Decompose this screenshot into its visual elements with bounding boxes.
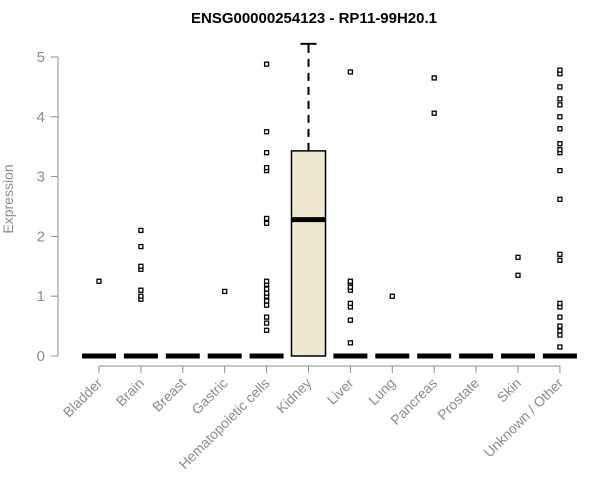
y-axis-label: Expression (0, 164, 16, 233)
outlier-point (557, 344, 563, 350)
outlier-point (263, 215, 270, 222)
outlier-point (263, 314, 270, 320)
x-tick-label: Breast (149, 375, 189, 415)
x-tick-label: Unknown / Other (480, 375, 566, 461)
outlier-point (263, 286, 270, 292)
y-tick-label: 3 (37, 169, 45, 186)
x-tick-label: Liver (324, 375, 357, 408)
x-tick-label: Brain (113, 375, 147, 409)
outlier-point (557, 251, 563, 257)
outlier-point (557, 141, 563, 147)
outlier-point (138, 287, 144, 293)
outlier-point (263, 290, 270, 296)
outlier-point (138, 293, 144, 299)
outlier-point (96, 278, 102, 284)
outlier-point (557, 102, 563, 108)
outlier-point (389, 293, 395, 299)
outlier-point (263, 220, 270, 226)
box-group (249, 61, 284, 359)
outlier-point (263, 164, 270, 171)
chart-title: ENSG00000254123 - RP11-99H20.1 (191, 10, 437, 27)
x-tick-label: Lung (365, 375, 398, 408)
outlier-point (263, 61, 270, 67)
outlier-point (347, 278, 354, 284)
y-tick-label: 5 (37, 49, 45, 66)
y-tick-label: 2 (37, 228, 45, 245)
outlier-point (557, 257, 563, 263)
outlier-point (431, 75, 437, 81)
x-tick-label: Bladder (60, 375, 106, 421)
outlier-point (557, 67, 563, 73)
y-tick-label: 4 (37, 109, 45, 126)
outlier-point (347, 69, 354, 75)
outlier-point (263, 298, 270, 304)
box-group (290, 42, 327, 357)
outlier-point (557, 196, 563, 202)
outlier-point (557, 332, 563, 338)
outlier-point (557, 147, 563, 153)
outlier-point (515, 254, 521, 260)
outlier-point (557, 84, 563, 90)
outlier-point (263, 320, 270, 326)
box-group (501, 254, 535, 359)
outlier-point (557, 328, 563, 334)
plot-area (82, 42, 577, 359)
outlier-point (263, 150, 270, 156)
x-tick-label: Prostate (434, 375, 482, 423)
outlier-point (347, 317, 354, 323)
outlier-point (515, 272, 521, 278)
outlier-point (222, 288, 228, 295)
box-group (542, 67, 577, 359)
box-group (207, 288, 242, 359)
box-group (375, 293, 410, 359)
outlier-point (347, 284, 354, 290)
outlier-point (557, 167, 563, 174)
x-tick-label: Pancreas (387, 375, 440, 428)
outlier-point (263, 129, 270, 135)
box-group (82, 278, 116, 359)
outlier-point (557, 114, 563, 120)
outlier-point (557, 323, 563, 329)
outlier-point (263, 278, 270, 284)
outlier-point (557, 126, 563, 132)
outlier-point (557, 300, 563, 307)
box-group (417, 75, 452, 359)
outlier-point (347, 300, 354, 307)
y-tick-label: 1 (37, 288, 45, 305)
outlier-point (557, 314, 563, 320)
outlier-point (138, 243, 144, 250)
box (290, 150, 327, 357)
x-tick-label: Kidney (273, 375, 315, 417)
outlier-point (557, 96, 563, 102)
y-axis: 0 1 2 3 4 5 (37, 49, 59, 365)
y-tick-label: 0 (37, 348, 45, 365)
box-group (333, 69, 368, 359)
x-tick-label: Skin (494, 375, 525, 406)
outlier-point (431, 110, 437, 116)
outlier-point (263, 302, 270, 308)
outlier-point (138, 227, 144, 234)
box-group (123, 227, 158, 359)
outlier-point (263, 327, 270, 333)
outlier-point (347, 340, 354, 346)
outlier-point (138, 263, 144, 269)
